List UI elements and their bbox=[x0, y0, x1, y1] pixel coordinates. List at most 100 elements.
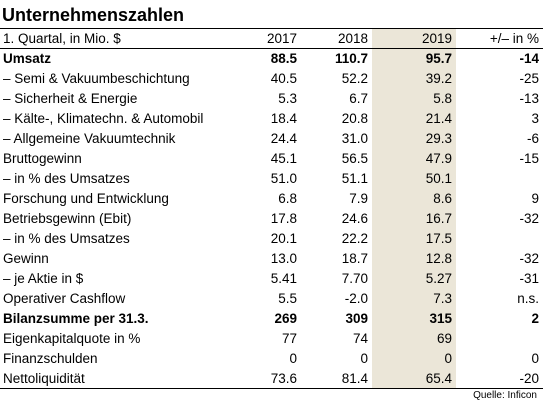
row-label: Betriebsgewinn (Ebit) bbox=[3, 211, 132, 226]
table-header-row: 1. Quartal, in Mio. $ 2017 2018 2019 +/–… bbox=[0, 28, 543, 49]
row-label: Eigenkapitalquote in % bbox=[3, 331, 141, 346]
table-row: – in % des Umsatzes 20.1 22.2 17.5 bbox=[0, 228, 543, 249]
value-change: -6 bbox=[526, 131, 539, 146]
value-2017: 20.1 bbox=[270, 231, 297, 246]
value-2019: 29.3 bbox=[372, 128, 456, 149]
value-2017: 5.5 bbox=[278, 291, 297, 306]
row-label: – Kälte-, Klimatechn. & Automobil bbox=[3, 111, 204, 126]
header-year-2019: 2019 bbox=[372, 28, 456, 49]
value-change: -15 bbox=[519, 151, 539, 166]
value-2017: 51.0 bbox=[270, 171, 297, 186]
value-2017: 24.4 bbox=[270, 131, 297, 146]
table-row: Bruttogewinn 45.1 56.5 47.9 -15 bbox=[0, 148, 543, 169]
value-2018: 0 bbox=[360, 351, 368, 366]
value-2018: 31.0 bbox=[341, 131, 368, 146]
value-2017: 77 bbox=[281, 331, 297, 346]
value-change: -32 bbox=[519, 251, 539, 266]
value-2018: 56.5 bbox=[341, 151, 368, 166]
table-row: – je Aktie in $ 5.41 7.70 5.27 -31 bbox=[0, 268, 543, 289]
header-year-2017: 2017 bbox=[230, 28, 301, 49]
value-2018: 52.2 bbox=[341, 71, 368, 86]
value-2018: 51.1 bbox=[341, 171, 368, 186]
value-2019: 5.27 bbox=[372, 268, 456, 289]
table-row: – Allgemeine Vakuumtechnik 24.4 31.0 29.3 -6 bbox=[0, 128, 543, 149]
value-change: 3 bbox=[531, 111, 539, 126]
table-body: Umsatz 88.5 110.7 95.7 -14 – Semi & Vakuumbes… bbox=[0, 48, 543, 389]
header-label: 1. Quartal, in Mio. $ bbox=[0, 28, 230, 49]
table-row: Nettoliquidität 73.6 81.4 65.4 -20 bbox=[0, 368, 543, 389]
value-2018: 22.2 bbox=[341, 231, 368, 246]
value-2019: 7.3 bbox=[372, 288, 456, 309]
value-2019: 5.8 bbox=[372, 88, 456, 109]
table-row: Eigenkapitalquote in % 77 74 69 bbox=[0, 328, 543, 349]
table-row: Forschung und Entwicklung 6.8 7.9 8.6 9 bbox=[0, 188, 543, 209]
row-label: – in % des Umsatzes bbox=[3, 231, 130, 246]
value-2019: 69 bbox=[372, 328, 456, 349]
value-2018: 309 bbox=[345, 311, 368, 326]
value-2019: 0 bbox=[372, 348, 456, 369]
value-change bbox=[456, 229, 543, 249]
value-change bbox=[456, 169, 543, 189]
value-2017: 5.3 bbox=[278, 91, 297, 106]
table-row: – Sicherheit & Energie 5.3 6.7 5.8 -13 bbox=[0, 88, 543, 109]
value-2018: 20.8 bbox=[341, 111, 368, 126]
value-2017: 0 bbox=[289, 351, 297, 366]
value-2019: 47.9 bbox=[372, 148, 456, 169]
table-row: Gewinn 13.0 18.7 12.8 -32 bbox=[0, 248, 543, 269]
row-label: – in % des Umsatzes bbox=[3, 171, 130, 186]
row-label: – Semi & Vakuumbeschichtung bbox=[3, 71, 190, 86]
value-2019: 50.1 bbox=[372, 168, 456, 189]
table-title: Unternehmenszahlen bbox=[2, 5, 185, 25]
table-row: Bilanzsumme per 31.3. 269 309 315 2 bbox=[0, 308, 543, 329]
value-2017: 45.1 bbox=[270, 151, 297, 166]
table-row: – in % des Umsatzes 51.0 51.1 50.1 bbox=[0, 168, 543, 189]
value-2017: 88.5 bbox=[270, 51, 297, 67]
value-2017: 13.0 bbox=[270, 251, 297, 266]
value-change: n.s. bbox=[517, 291, 539, 306]
row-label: Nettoliquidität bbox=[0, 368, 230, 389]
row-label: – Allgemeine Vakuumtechnik bbox=[3, 131, 176, 146]
value-2017: 269 bbox=[274, 311, 297, 326]
value-2018: 7.9 bbox=[349, 191, 368, 206]
value-2019: 12.8 bbox=[372, 248, 456, 269]
row-label: – Sicherheit & Energie bbox=[3, 91, 138, 106]
value-2018: 74 bbox=[352, 331, 368, 346]
row-label: Bruttogewinn bbox=[3, 151, 82, 166]
value-2019: 21.4 bbox=[372, 108, 456, 129]
row-label: Bilanzsumme per 31.3. bbox=[3, 311, 149, 326]
value-2017: 6.8 bbox=[278, 191, 297, 206]
value-change: -25 bbox=[519, 71, 539, 86]
row-label: – je Aktie in $ bbox=[3, 271, 84, 286]
table-row: Finanzschulden 0 0 0 0 bbox=[0, 348, 543, 369]
table-row: Operativer Cashflow 5.5 -2.0 7.3 n.s. bbox=[0, 288, 543, 309]
value-2019: 8.6 bbox=[372, 188, 456, 209]
value-change: -32 bbox=[519, 211, 539, 226]
header-year-2018: 2018 bbox=[301, 28, 372, 49]
value-2017: 5.41 bbox=[270, 271, 297, 286]
value-2017: 17.8 bbox=[270, 211, 297, 226]
value-2018: 6.7 bbox=[349, 91, 368, 106]
value-2017: 40.5 bbox=[270, 71, 297, 86]
table-row: – Semi & Vakuumbeschichtung 40.5 52.2 39.2 -… bbox=[0, 68, 543, 89]
value-change: -13 bbox=[519, 91, 539, 106]
value-2018: 81.4 bbox=[301, 368, 372, 389]
header-change: +/– in % bbox=[456, 28, 543, 49]
value-change: 9 bbox=[531, 191, 539, 206]
row-label: Finanzschulden bbox=[3, 351, 98, 366]
value-change: -31 bbox=[519, 271, 539, 286]
table-row: Umsatz 88.5 110.7 95.7 -14 bbox=[0, 48, 543, 69]
value-2017: 73.6 bbox=[230, 368, 301, 389]
value-change bbox=[456, 329, 543, 349]
source-note: Quelle: Inficon bbox=[473, 390, 537, 401]
table-row: Betriebsgewinn (Ebit) 17.8 24.6 16.7 -32 bbox=[0, 208, 543, 229]
row-label: Forschung und Entwicklung bbox=[3, 191, 169, 206]
value-2017: 18.4 bbox=[270, 111, 297, 126]
value-2018: -2.0 bbox=[344, 291, 368, 306]
value-2018: 7.70 bbox=[341, 271, 368, 286]
row-label: Gewinn bbox=[3, 251, 49, 266]
value-2019: 65.4 bbox=[372, 368, 456, 389]
financial-table: 1. Quartal, in Mio. $ 2017 2018 2019 +/–… bbox=[0, 28, 543, 389]
value-change: -20 bbox=[456, 368, 543, 389]
value-2019: 17.5 bbox=[372, 228, 456, 249]
value-2018: 18.7 bbox=[341, 251, 368, 266]
